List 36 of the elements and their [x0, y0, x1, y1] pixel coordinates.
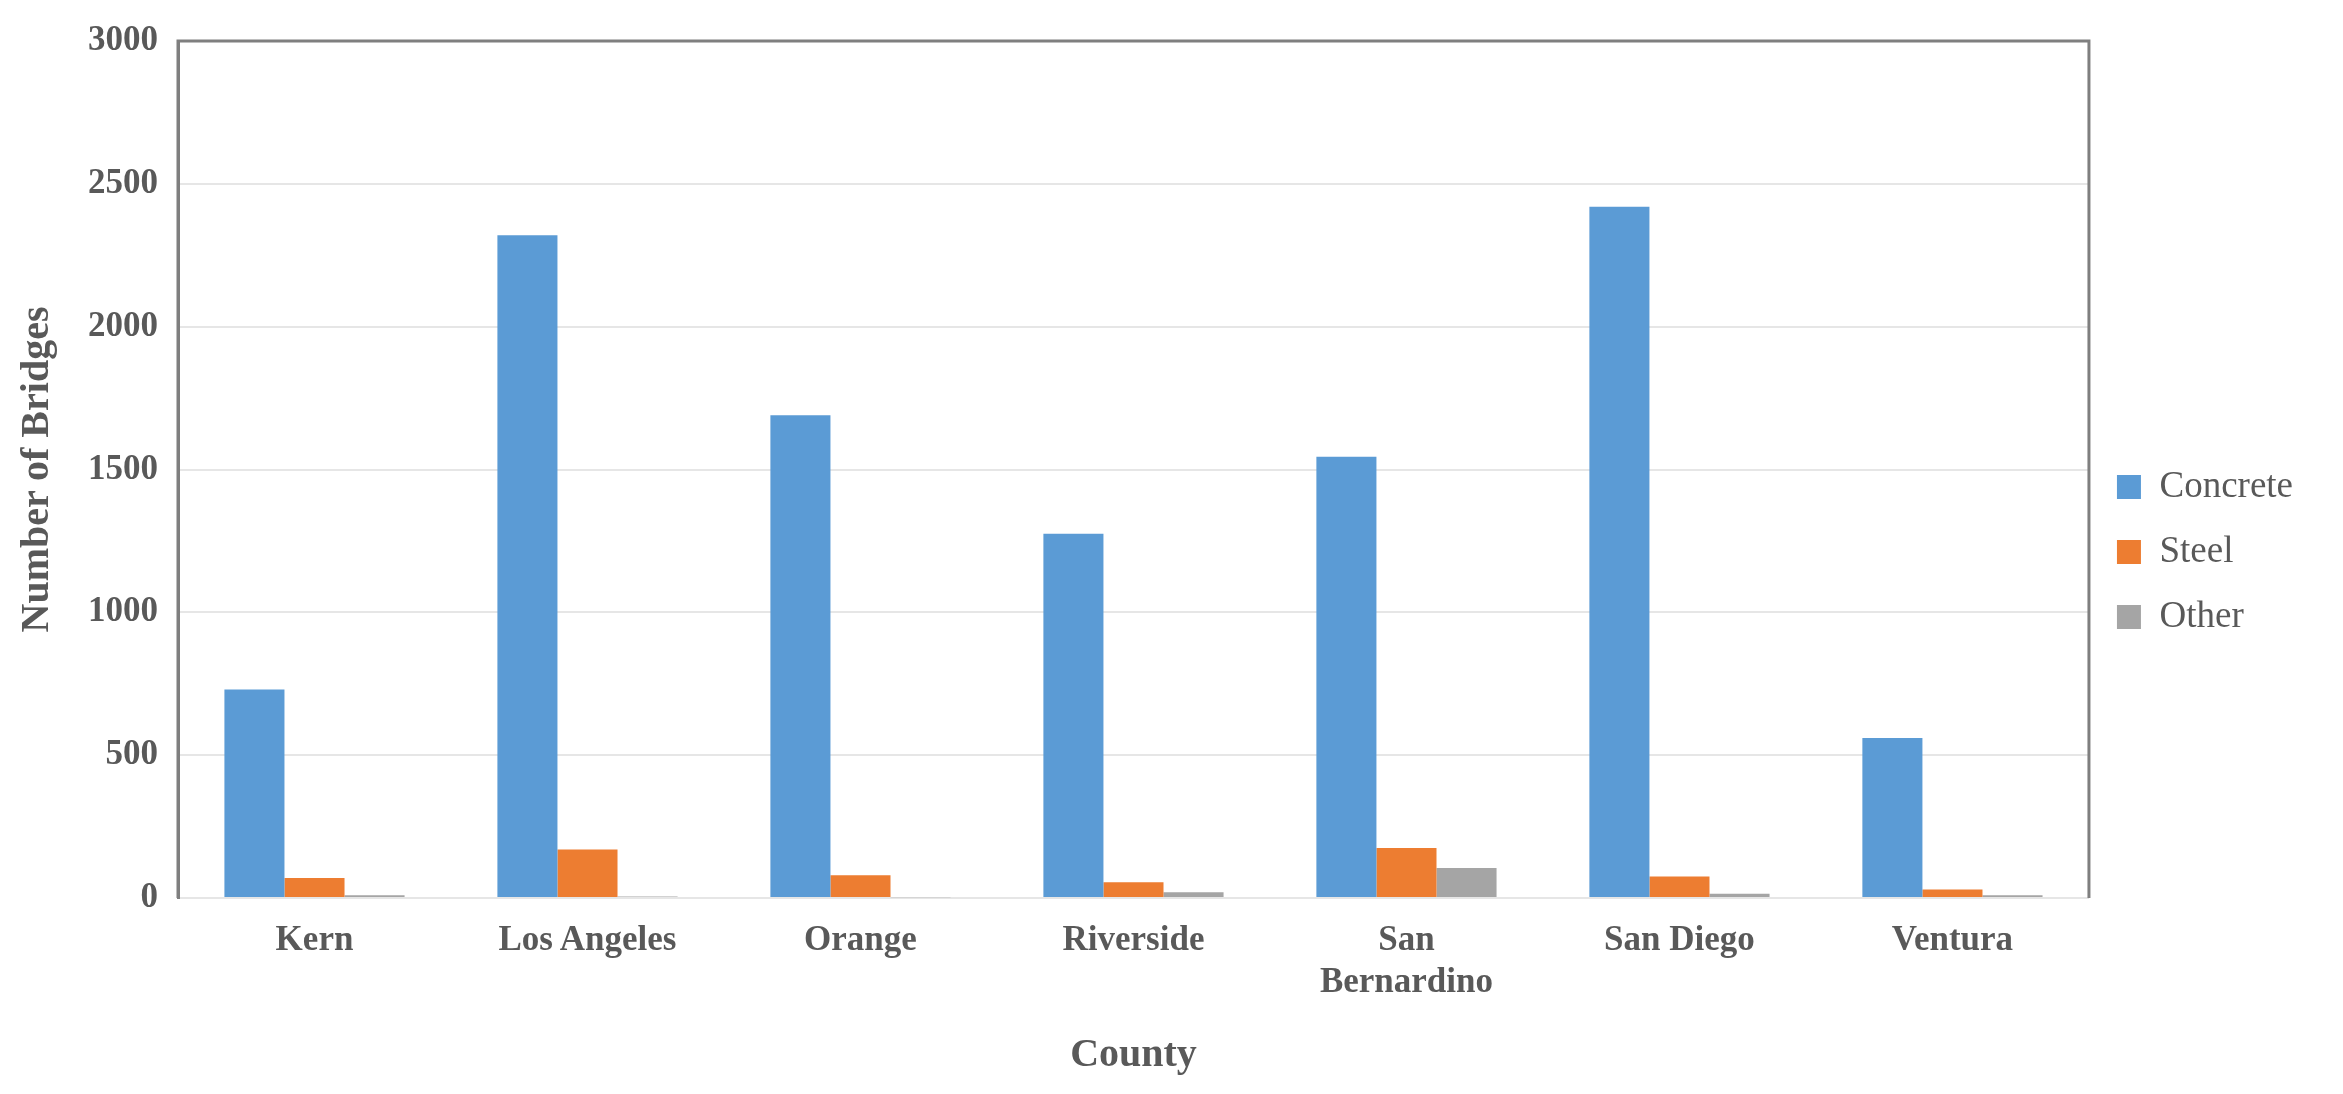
x-tick-label: San Diego — [1604, 919, 1755, 959]
bar — [1589, 206, 1650, 897]
x-tick-label: Kern — [275, 919, 354, 959]
y-tick-label: 1000 — [88, 590, 158, 630]
y-tick-label: 2500 — [88, 161, 158, 201]
y-axis-title: Number of Bridges — [12, 306, 58, 633]
bar — [1922, 889, 1983, 897]
bar — [1649, 876, 1710, 897]
bar — [1316, 456, 1377, 897]
bar — [1376, 848, 1437, 897]
legend-label: Concrete — [2159, 463, 2293, 505]
bar — [497, 235, 558, 897]
y-tick-label: 2000 — [88, 304, 158, 344]
bar — [1103, 882, 1164, 897]
x-tick-label: Orange — [804, 919, 917, 959]
y-tick-label: 1500 — [88, 447, 158, 487]
bar — [1436, 868, 1497, 897]
legend-label: Steel — [2159, 528, 2234, 570]
bar — [284, 878, 345, 897]
x-axis-title: County — [1070, 1030, 1197, 1076]
bar — [224, 689, 285, 897]
bar — [1163, 892, 1224, 897]
bar — [830, 875, 891, 897]
bar — [1709, 893, 1770, 897]
x-tick-label: Riverside — [1062, 919, 1205, 959]
bar — [770, 415, 831, 897]
bar — [557, 849, 618, 897]
x-tick-label: Ventura — [1891, 919, 2014, 959]
x-tick-label: San Bernardino — [1319, 919, 1494, 1001]
bar — [1043, 533, 1104, 897]
legend-label: Other — [2159, 593, 2244, 635]
bar — [1862, 738, 1923, 897]
y-tick-label: 0 — [140, 876, 158, 916]
x-tick-label: Los Angeles — [498, 919, 677, 959]
y-tick-label: 3000 — [88, 19, 158, 59]
y-tick-label: 500 — [105, 733, 158, 773]
